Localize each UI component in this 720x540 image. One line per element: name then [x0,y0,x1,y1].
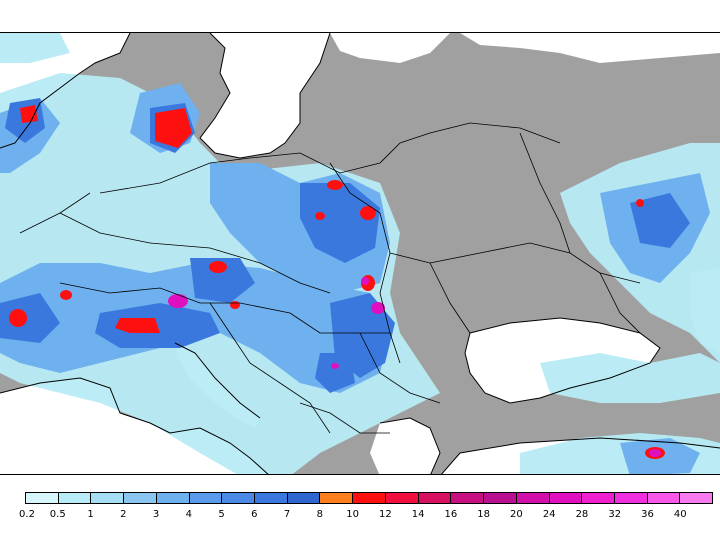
white-sea-area [460,33,720,63]
legend-tick-label: 10 [346,509,359,520]
legend-swatch [255,493,288,503]
legend-tick-label: 18 [477,509,491,520]
legend-tick-label: 20 [510,509,523,520]
legend-swatch [680,493,713,503]
legend-swatch [385,493,419,503]
legend-swatch [58,493,92,503]
legend-tick-label: 32 [608,509,622,520]
legend-tick-label: 40 [673,509,687,520]
legend-tick-label: 0.5 [49,509,66,520]
legend-tick-label: 24 [542,509,556,520]
legend-swatch [614,493,648,503]
legend-tick-label: 5 [218,509,225,520]
legend-tick-label: 8 [316,509,324,520]
aegean-sea [370,418,440,474]
legend-swatch [320,493,354,503]
map-canvas [0,33,720,474]
legend-swatch [582,493,615,503]
legend-swatch [156,493,190,503]
baltic-north [330,33,450,63]
legend-tick-label: 6 [251,509,258,520]
legend-tick-label: 4 [185,509,192,520]
legend-tick-label: 28 [575,509,589,520]
weather-map [0,32,720,475]
legend-swatch [124,493,157,503]
precipitation-legend [25,492,713,504]
legend-swatch [647,493,681,503]
legend-swatch [287,493,321,503]
legend-swatch [549,493,583,503]
legend-tick-label: 16 [444,509,458,520]
legend-tick-label: 1 [87,509,94,520]
legend-tick-label: 0.2 [19,509,35,520]
coastlines [0,33,720,474]
legend-swatch [418,493,452,503]
legend-swatch [222,493,256,503]
legend-swatch [484,493,517,503]
legend-swatch [91,493,125,503]
legend-tick-label: 36 [641,509,654,520]
legend-swatch [451,493,485,503]
precip-extreme [168,277,661,457]
legend-tick-label: 2 [120,509,127,520]
legend-swatch [353,493,386,503]
legend-labels: 0.2 0.5 1 2 3 4 5 6 7 8 10 12 14 16 18 20 24 28 32 36 40 [0,509,720,525]
legend-swatch [516,493,550,503]
legend-tick-label: 3 [152,509,160,520]
baltic-sea [200,33,330,158]
legend-swatch [26,493,59,503]
country-borders [19,122,641,434]
legend-tick-label: 12 [379,509,392,520]
legend-tick-label: 7 [283,509,291,520]
legend-swatch [189,493,223,503]
legend-tick-label: 14 [411,509,425,520]
